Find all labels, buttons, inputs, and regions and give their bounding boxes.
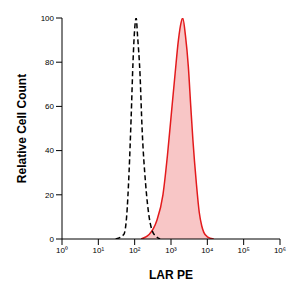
svg-text:40: 40 <box>45 146 54 155</box>
svg-text:80: 80 <box>45 58 54 67</box>
svg-text:10¹: 10¹ <box>93 246 105 255</box>
svg-text:10⁴: 10⁴ <box>201 246 214 255</box>
svg-text:10³: 10³ <box>165 246 177 255</box>
svg-text:LAR PE: LAR PE <box>149 268 193 282</box>
svg-text:Relative Cell Count: Relative Cell Count <box>15 74 29 183</box>
svg-text:10⁶: 10⁶ <box>274 246 286 255</box>
svg-text:60: 60 <box>45 102 54 111</box>
svg-text:20: 20 <box>45 191 54 200</box>
svg-text:100: 100 <box>41 14 55 23</box>
svg-text:10⁰: 10⁰ <box>56 246 68 255</box>
svg-text:10⁵: 10⁵ <box>238 246 250 255</box>
svg-text:0: 0 <box>50 235 55 244</box>
svg-text:10²: 10² <box>129 246 141 255</box>
